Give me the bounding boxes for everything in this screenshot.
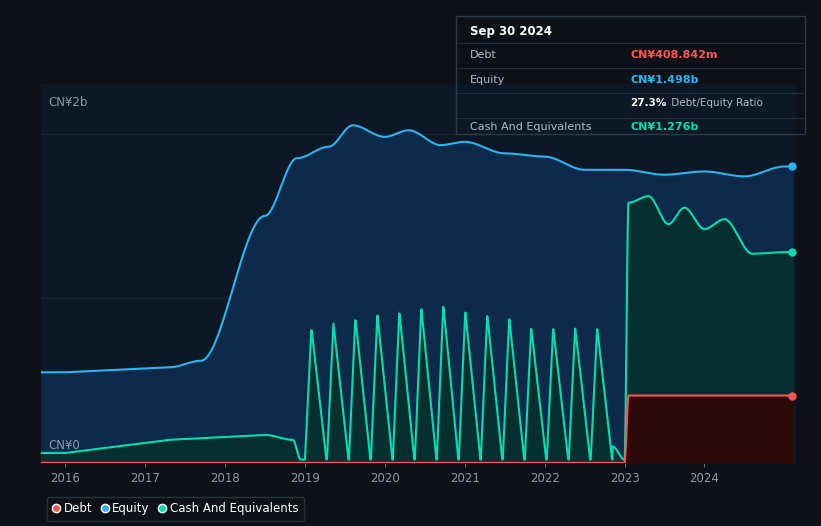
Text: Cash And Equivalents: Cash And Equivalents — [470, 122, 591, 132]
Text: CN¥2b: CN¥2b — [48, 96, 88, 108]
Text: CN¥0: CN¥0 — [48, 439, 80, 451]
Legend: Debt, Equity, Cash And Equivalents: Debt, Equity, Cash And Equivalents — [47, 497, 305, 521]
Text: Sep 30 2024: Sep 30 2024 — [470, 25, 552, 38]
Text: CN¥1.276b: CN¥1.276b — [631, 122, 699, 132]
Text: CN¥408.842m: CN¥408.842m — [631, 50, 718, 60]
Text: Debt: Debt — [470, 50, 497, 60]
Text: CN¥1.498b: CN¥1.498b — [631, 75, 699, 85]
Text: Equity: Equity — [470, 75, 505, 85]
Text: Debt/Equity Ratio: Debt/Equity Ratio — [668, 98, 764, 108]
Text: 27.3%: 27.3% — [631, 98, 667, 108]
